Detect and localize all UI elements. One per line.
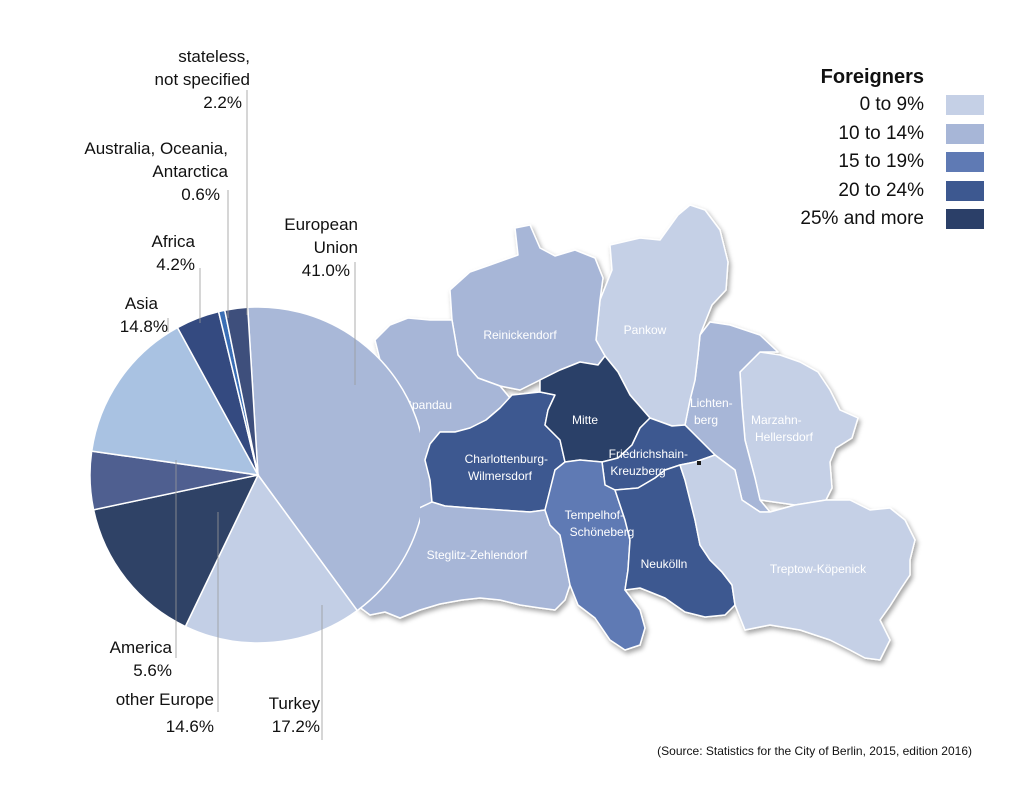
- district-tempelhof-schoeneberg[interactable]: [544, 459, 646, 651]
- legend-swatch-3: [946, 181, 984, 201]
- pie-label-asia: Asia 14.8%: [80, 292, 168, 338]
- pie-slice-stateless[interactable]: [223, 306, 259, 476]
- label-friedrichshain-line1: Friedrichshain-: [609, 447, 688, 461]
- legend-label-0: 0 to 9%: [859, 94, 924, 115]
- pie-label-stateless-line2: not specified: [154, 70, 250, 89]
- pie-label-africa-line1: Africa: [151, 232, 195, 251]
- label-steglitz-zehlendorf: Steglitz-Zehlendorf: [427, 548, 528, 562]
- berlin-district-map: [341, 204, 916, 661]
- pie-slice-asia[interactable]: [90, 326, 260, 476]
- map-marker-dot: [697, 461, 701, 465]
- pie-label-eu-pct: 41.0%: [301, 261, 350, 280]
- pie-label-other-europe-pct: 14.6%: [165, 717, 214, 736]
- pie-slice-eu[interactable]: [246, 306, 426, 612]
- pie-label-america-pct: 5.6%: [133, 661, 172, 680]
- legend-swatch-0: [946, 95, 984, 115]
- pie-label-asia-line1: Asia: [124, 294, 158, 313]
- pie-label-stateless-line1: stateless,: [178, 47, 250, 66]
- pie-label-turkey: Turkey 17.2%: [250, 692, 320, 738]
- label-tempelhof-line2: Schöneberg: [570, 525, 635, 539]
- label-marzahn-line2: Hellersdorf: [755, 430, 814, 444]
- label-lichtenberg-line1: Lichten-: [690, 396, 733, 410]
- legend-label-1: 10 to 14%: [838, 123, 924, 144]
- pie-label-other-europe: other Europe 14.6%: [90, 688, 214, 738]
- label-mitte: Mitte: [572, 413, 598, 427]
- legend-swatch-1: [946, 124, 984, 144]
- legend-swatch-4: [946, 209, 984, 229]
- label-lichtenberg: Lichten- berg: [690, 396, 736, 427]
- pie-label-africa-pct: 4.2%: [156, 255, 195, 274]
- legend-label-2: 15 to 19%: [838, 151, 924, 172]
- pie-label-america-line1: America: [109, 638, 172, 657]
- label-tempelhof-line1: Tempelhof-: [565, 508, 624, 522]
- district-labels: Spandau Reinickendorf Pankow Mitte Charl…: [404, 323, 867, 576]
- pie-label-other-europe-line1: other Europe: [115, 690, 214, 709]
- pie-label-stateless: stateless, not specified 2.2%: [100, 45, 250, 114]
- district-marzahn-hellersdorf[interactable]: [739, 351, 859, 506]
- pie-label-turkey-pct: 17.2%: [271, 717, 320, 736]
- label-charlottenburg-line2: Wilmersdorf: [468, 469, 533, 483]
- pie-label-america: America 5.6%: [80, 636, 172, 682]
- label-charlottenburg-line1: Charlottenburg-: [465, 452, 548, 466]
- pie-label-asia-pct: 14.8%: [119, 317, 168, 336]
- label-pankow: Pankow: [624, 323, 667, 337]
- label-tempelhof-schoeneberg: Tempelhof- Schöneberg: [565, 508, 635, 539]
- pie-label-stateless-pct: 2.2%: [203, 93, 242, 112]
- pie-slice-turkey[interactable]: [184, 473, 359, 644]
- legend-title: Foreigners: [820, 66, 924, 88]
- district-treptow-koepenick[interactable]: [679, 454, 916, 661]
- pie-chart: [89, 306, 426, 644]
- label-lichtenberg-line2: berg: [694, 413, 718, 427]
- label-marzahn-hellersdorf: Marzahn- Hellersdorf: [751, 413, 814, 444]
- label-charlottenburg-wilmersdorf: Charlottenburg- Wilmersdorf: [465, 452, 552, 483]
- pie-label-australia-line2: Antarctica: [152, 162, 228, 181]
- legend-swatch-2: [946, 152, 984, 172]
- legend-label-3: 20 to 24%: [838, 180, 924, 201]
- label-friedrichshain-kreuzberg: Friedrichshain- Kreuzberg: [609, 447, 692, 478]
- pie-label-turkey-line1: Turkey: [268, 694, 320, 713]
- pie-label-australia-pct: 0.6%: [181, 185, 220, 204]
- pie-label-eu-line1: European: [284, 215, 358, 234]
- pie-label-eu: European Union 41.0%: [250, 213, 358, 282]
- label-neukoelln: Neukölln: [641, 557, 688, 571]
- label-friedrichshain-line2: Kreuzberg: [610, 464, 665, 478]
- pie-label-australia-line1: Australia, Oceania,: [84, 139, 228, 158]
- label-treptow-koepenick: Treptow-Köpenick: [770, 562, 867, 576]
- label-reinickendorf: Reinickendorf: [483, 328, 557, 342]
- legend-label-4: 25% and more: [800, 208, 924, 229]
- label-marzahn-line1: Marzahn-: [751, 413, 802, 427]
- source-note: (Source: Statistics for the City of Berl…: [657, 744, 972, 758]
- pie-label-africa: Africa 4.2%: [100, 230, 195, 276]
- label-spandau: Spandau: [404, 398, 452, 412]
- pie-label-eu-line2: Union: [313, 238, 358, 257]
- pie-label-australia: Australia, Oceania, Antarctica 0.6%: [40, 137, 228, 206]
- pie-leader-lines: [167, 90, 356, 740]
